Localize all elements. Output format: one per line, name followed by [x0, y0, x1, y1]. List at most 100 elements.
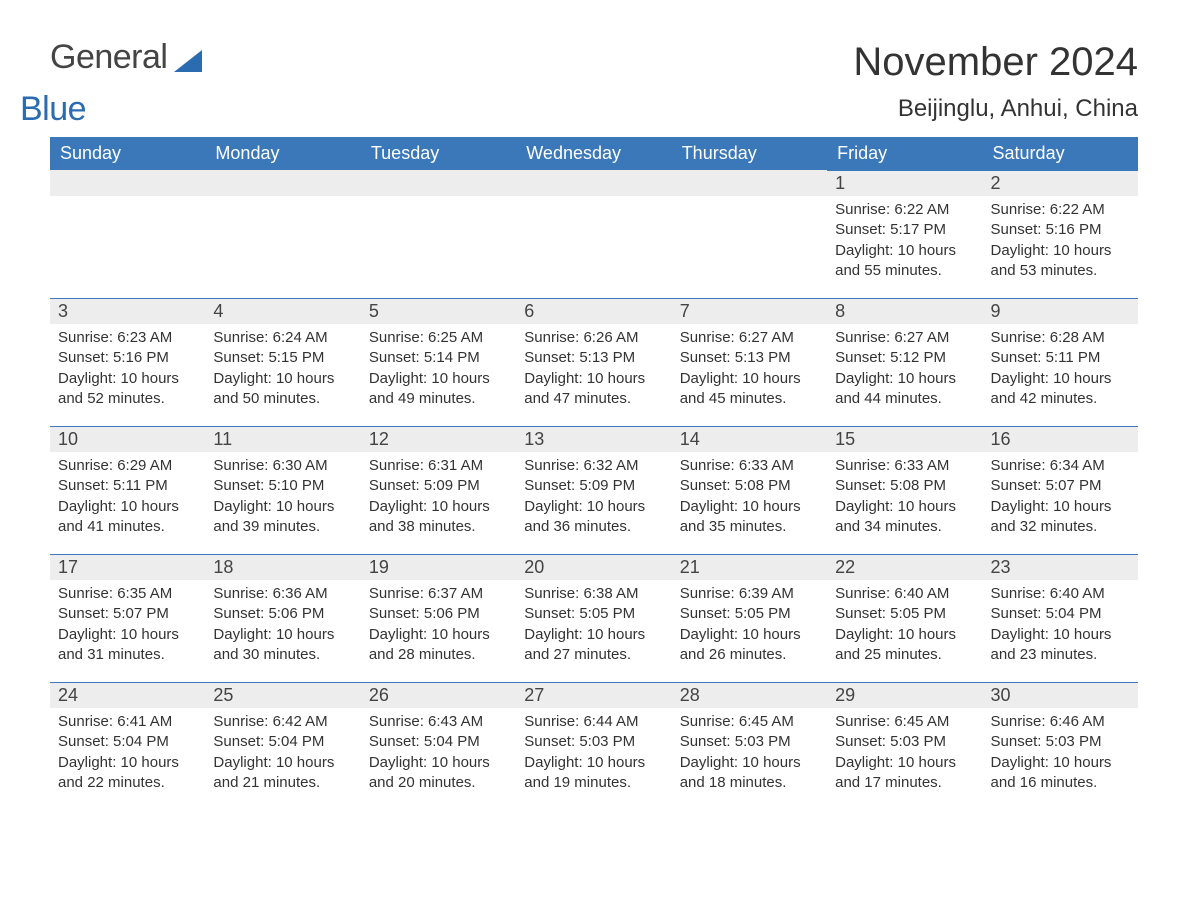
daylight-line: Daylight: 10 hours and 55 minutes. [835, 241, 974, 282]
sunrise-line: Sunrise: 6:40 AM [991, 584, 1130, 604]
empty-strip [205, 170, 360, 196]
weekday-header: Tuesday [361, 137, 516, 170]
sunrise-line: Sunrise: 6:27 AM [680, 328, 819, 348]
daylight-line: Daylight: 10 hours and 49 minutes. [369, 369, 508, 410]
day-details: Sunrise: 6:27 AMSunset: 5:13 PMDaylight:… [672, 324, 827, 417]
sunset-line: Sunset: 5:09 PM [369, 476, 508, 496]
daylight-line: Daylight: 10 hours and 31 minutes. [58, 625, 197, 666]
daylight-line: Daylight: 10 hours and 41 minutes. [58, 497, 197, 538]
brand-triangle-icon [174, 50, 202, 77]
sunset-line: Sunset: 5:06 PM [369, 604, 508, 624]
sunrise-value: 6:36 AM [273, 585, 328, 602]
sunset-line: Sunset: 5:03 PM [680, 732, 819, 752]
day-details: Sunrise: 6:22 AMSunset: 5:16 PMDaylight:… [983, 196, 1138, 289]
sunrise-value: 6:23 AM [117, 329, 172, 346]
sunrise-value: 6:40 AM [1050, 585, 1105, 602]
calendar-day: 27Sunrise: 6:44 AMSunset: 5:03 PMDayligh… [516, 682, 671, 810]
calendar-day: 7Sunrise: 6:27 AMSunset: 5:13 PMDaylight… [672, 298, 827, 426]
sunset-line: Sunset: 5:12 PM [835, 348, 974, 368]
sunrise-line: Sunrise: 6:34 AM [991, 456, 1130, 476]
day-number: 7 [672, 299, 827, 324]
sunset-line: Sunset: 5:04 PM [369, 732, 508, 752]
day-number: 22 [827, 555, 982, 580]
sunrise-line: Sunrise: 6:43 AM [369, 712, 508, 732]
day-details: Sunrise: 6:25 AMSunset: 5:14 PMDaylight:… [361, 324, 516, 417]
sunrise-value: 6:32 AM [583, 457, 638, 474]
calendar-day: 1Sunrise: 6:22 AMSunset: 5:17 PMDaylight… [827, 170, 982, 298]
calendar-day: 26Sunrise: 6:43 AMSunset: 5:04 PMDayligh… [361, 682, 516, 810]
location: Beijinglu, Anhui, China [853, 95, 1138, 123]
sunset-value: 5:03 PM [1046, 733, 1102, 750]
day-number: 28 [672, 683, 827, 708]
day-number: 8 [827, 299, 982, 324]
calendar-day: 2Sunrise: 6:22 AMSunset: 5:16 PMDaylight… [983, 170, 1138, 298]
calendar-row: 3Sunrise: 6:23 AMSunset: 5:16 PMDaylight… [50, 298, 1138, 426]
sunrise-value: 6:40 AM [894, 585, 949, 602]
calendar-day: 22Sunrise: 6:40 AMSunset: 5:05 PMDayligh… [827, 554, 982, 682]
daylight-line: Daylight: 10 hours and 19 minutes. [524, 753, 663, 794]
day-number: 23 [983, 555, 1138, 580]
day-number: 27 [516, 683, 671, 708]
day-details: Sunrise: 6:30 AMSunset: 5:10 PMDaylight:… [205, 452, 360, 545]
sunrise-value: 6:29 AM [117, 457, 172, 474]
day-details: Sunrise: 6:24 AMSunset: 5:15 PMDaylight:… [205, 324, 360, 417]
day-details: Sunrise: 6:39 AMSunset: 5:05 PMDaylight:… [672, 580, 827, 673]
calendar-day: 15Sunrise: 6:33 AMSunset: 5:08 PMDayligh… [827, 426, 982, 554]
day-details: Sunrise: 6:31 AMSunset: 5:09 PMDaylight:… [361, 452, 516, 545]
daylight-line: Daylight: 10 hours and 25 minutes. [835, 625, 974, 666]
sunrise-value: 6:34 AM [1050, 457, 1105, 474]
sunset-value: 5:09 PM [424, 477, 480, 494]
sunrise-line: Sunrise: 6:45 AM [680, 712, 819, 732]
sunset-value: 5:05 PM [890, 605, 946, 622]
sunset-line: Sunset: 5:16 PM [991, 220, 1130, 240]
daylight-line: Daylight: 10 hours and 44 minutes. [835, 369, 974, 410]
sunrise-value: 6:45 AM [894, 713, 949, 730]
sunrise-line: Sunrise: 6:33 AM [680, 456, 819, 476]
sunset-value: 5:13 PM [579, 349, 635, 366]
day-details: Sunrise: 6:33 AMSunset: 5:08 PMDaylight:… [672, 452, 827, 545]
day-details: Sunrise: 6:40 AMSunset: 5:04 PMDaylight:… [983, 580, 1138, 673]
sunrise-value: 6:33 AM [739, 457, 794, 474]
sunrise-value: 6:31 AM [428, 457, 483, 474]
sunrise-line: Sunrise: 6:32 AM [524, 456, 663, 476]
day-number: 18 [205, 555, 360, 580]
sunset-line: Sunset: 5:13 PM [524, 348, 663, 368]
day-details: Sunrise: 6:36 AMSunset: 5:06 PMDaylight:… [205, 580, 360, 673]
day-details: Sunrise: 6:28 AMSunset: 5:11 PMDaylight:… [983, 324, 1138, 417]
sunset-value: 5:03 PM [890, 733, 946, 750]
sunrise-line: Sunrise: 6:25 AM [369, 328, 508, 348]
sunset-line: Sunset: 5:16 PM [58, 348, 197, 368]
calendar-head: SundayMondayTuesdayWednesdayThursdayFrid… [50, 137, 1138, 170]
sunset-line: Sunset: 5:13 PM [680, 348, 819, 368]
month-title: November 2024 [853, 40, 1138, 85]
daylight-line: Daylight: 10 hours and 18 minutes. [680, 753, 819, 794]
header: General Blue November 2024 Beijinglu, An… [50, 40, 1138, 131]
sunset-line: Sunset: 5:14 PM [369, 348, 508, 368]
sunset-line: Sunset: 5:04 PM [58, 732, 197, 752]
sunset-value: 5:14 PM [424, 349, 480, 366]
sunset-line: Sunset: 5:10 PM [213, 476, 352, 496]
sunrise-value: 6:44 AM [583, 713, 638, 730]
day-details: Sunrise: 6:33 AMSunset: 5:08 PMDaylight:… [827, 452, 982, 545]
sunset-value: 5:07 PM [113, 605, 169, 622]
weekday-header: Saturday [983, 137, 1138, 170]
sunrise-value: 6:43 AM [428, 713, 483, 730]
sunset-value: 5:03 PM [579, 733, 635, 750]
calendar-day: 25Sunrise: 6:42 AMSunset: 5:04 PMDayligh… [205, 682, 360, 810]
sunset-value: 5:04 PM [113, 733, 169, 750]
empty-strip [50, 170, 205, 196]
day-details: Sunrise: 6:43 AMSunset: 5:04 PMDaylight:… [361, 708, 516, 801]
sunrise-line: Sunrise: 6:30 AM [213, 456, 352, 476]
sunrise-line: Sunrise: 6:35 AM [58, 584, 197, 604]
daylight-line: Daylight: 10 hours and 39 minutes. [213, 497, 352, 538]
day-number: 4 [205, 299, 360, 324]
day-number: 21 [672, 555, 827, 580]
daylight-line: Daylight: 10 hours and 21 minutes. [213, 753, 352, 794]
weekday-header: Friday [827, 137, 982, 170]
empty-strip [361, 170, 516, 196]
sunrise-line: Sunrise: 6:39 AM [680, 584, 819, 604]
sunset-line: Sunset: 5:15 PM [213, 348, 352, 368]
sunrise-line: Sunrise: 6:38 AM [524, 584, 663, 604]
sunset-line: Sunset: 5:05 PM [524, 604, 663, 624]
daylight-line: Daylight: 10 hours and 17 minutes. [835, 753, 974, 794]
